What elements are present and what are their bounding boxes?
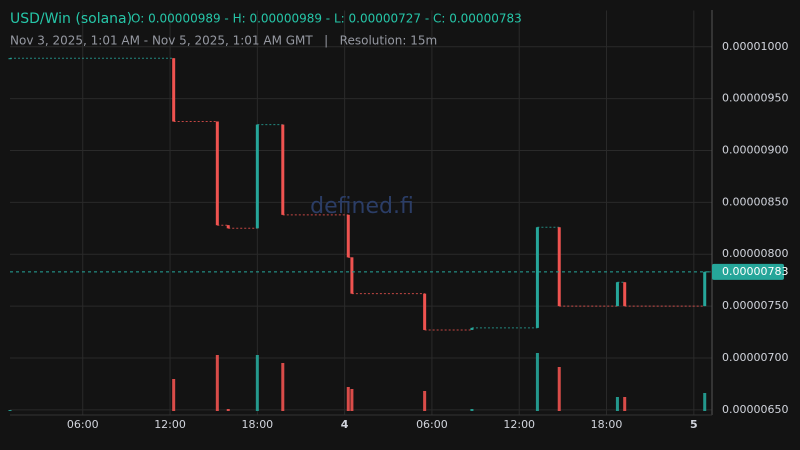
candle-body (535, 227, 539, 328)
x-tick-label: 4 (341, 418, 349, 431)
candle-body (8, 58, 12, 60)
x-tick-label: 12:00 (503, 418, 535, 431)
chart-title: USD/Win (solana) (10, 11, 132, 27)
candle-body (215, 121, 219, 226)
candle-body (470, 327, 474, 330)
volume-bar (350, 389, 354, 411)
last-price-label: 0.00000783 (722, 265, 788, 278)
y-tick-label: 0.00000900 (722, 144, 788, 157)
candle-body (350, 257, 354, 294)
volume-bar (226, 409, 230, 411)
x-tick-label: 18:00 (591, 418, 623, 431)
candle-body (703, 271, 707, 307)
candle-body (557, 227, 561, 307)
volume-bar (623, 397, 627, 411)
x-tick-label: 06:00 (416, 418, 448, 431)
volume-bar (215, 355, 219, 411)
y-tick-label: 0.00000650 (722, 403, 788, 416)
volume-bar (281, 363, 285, 411)
volume-bar (557, 367, 561, 411)
volume-bar (615, 397, 619, 411)
watermark: defined.fi (310, 194, 414, 219)
y-tick-label: 0.00000750 (722, 299, 788, 312)
candle-body (226, 225, 230, 229)
volume-bar (172, 379, 176, 411)
chart-subtitle: Nov 3, 2025, 1:01 AM - Nov 5, 2025, 1:01… (10, 34, 437, 48)
y-tick-label: 0.00001000 (722, 40, 788, 53)
x-tick-label: 06:00 (67, 418, 99, 431)
y-tick-label: 0.00000800 (722, 247, 788, 260)
candle-body (172, 58, 176, 122)
y-tick-label: 0.00000850 (722, 195, 788, 208)
volume-bar (535, 353, 539, 411)
volume-bar (255, 355, 259, 411)
candle-body (423, 293, 427, 330)
candle-body (346, 214, 350, 258)
x-tick-label: 18:00 (241, 418, 273, 431)
x-tick-label: 12:00 (154, 418, 186, 431)
y-tick-label: 0.00000700 (722, 351, 788, 364)
volume-bar (470, 409, 474, 411)
x-tick-label: 5 (690, 418, 698, 431)
candle-body (623, 282, 627, 307)
ohlc-legend: O: 0.00000989 - H: 0.00000989 - L: 0.000… (131, 12, 522, 26)
volume-bar (703, 393, 707, 411)
y-tick-label: 0.00000950 (722, 92, 788, 105)
candle-body (615, 282, 619, 307)
volume-bar (346, 387, 350, 411)
candle-body (255, 124, 259, 229)
volume-bar (423, 391, 427, 411)
candle-body (281, 124, 285, 215)
last-price-box (712, 263, 784, 280)
volume-bar (8, 410, 12, 411)
